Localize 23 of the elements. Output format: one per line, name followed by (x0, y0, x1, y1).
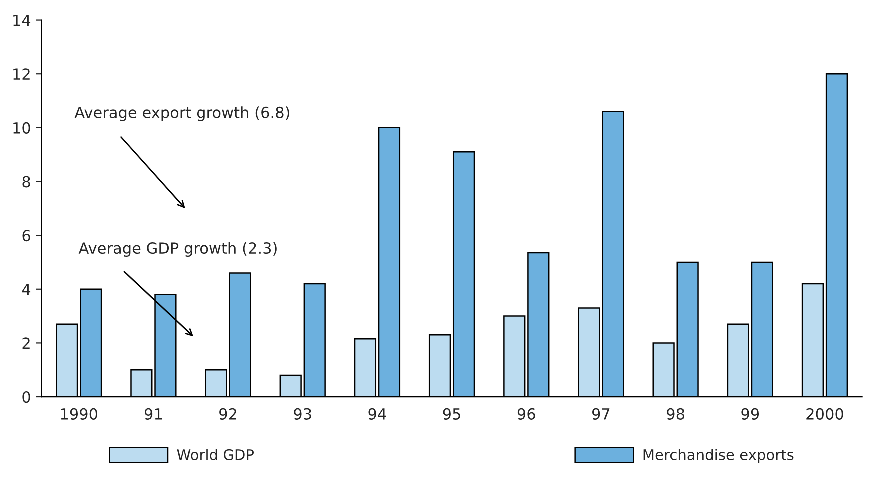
x-tick-label: 93 (294, 408, 312, 420)
annotation: Average GDP growth (2.3) (78, 242, 277, 258)
x-tick-label: 99 (742, 408, 760, 420)
x-tick-label: 97 (592, 408, 610, 420)
x-tick-label: 1990 (61, 408, 98, 420)
y-tick-label: 2 (22, 338, 30, 350)
annotation: Average export growth (6.8) (74, 106, 290, 122)
legend-label: World GDP (177, 449, 254, 460)
x-tick-label: 98 (667, 408, 684, 420)
y-tick-label: 10 (14, 122, 30, 134)
x-tick-label: 92 (220, 408, 236, 420)
y-tick-label: 4 (22, 284, 31, 296)
legend-label: Merchandise exports (644, 449, 794, 464)
y-tick-label: 6 (22, 230, 30, 242)
x-tick-label: 94 (368, 408, 386, 420)
x-tick-label: 91 (144, 408, 162, 420)
y-tick-label: 14 (14, 14, 31, 26)
y-tick-label: 12 (14, 68, 30, 80)
y-tick-label: 8 (22, 176, 30, 188)
x-tick-label: 96 (518, 408, 536, 420)
x-tick-label: 95 (443, 408, 460, 420)
y-tick-label: 0 (22, 391, 30, 404)
x-tick-label: 2000 (806, 408, 844, 420)
